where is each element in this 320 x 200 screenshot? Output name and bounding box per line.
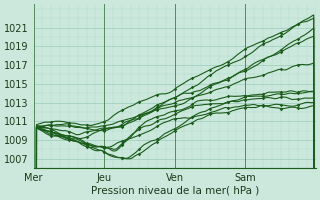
X-axis label: Pression niveau de la mer( hPa ): Pression niveau de la mer( hPa ) [91, 186, 259, 196]
